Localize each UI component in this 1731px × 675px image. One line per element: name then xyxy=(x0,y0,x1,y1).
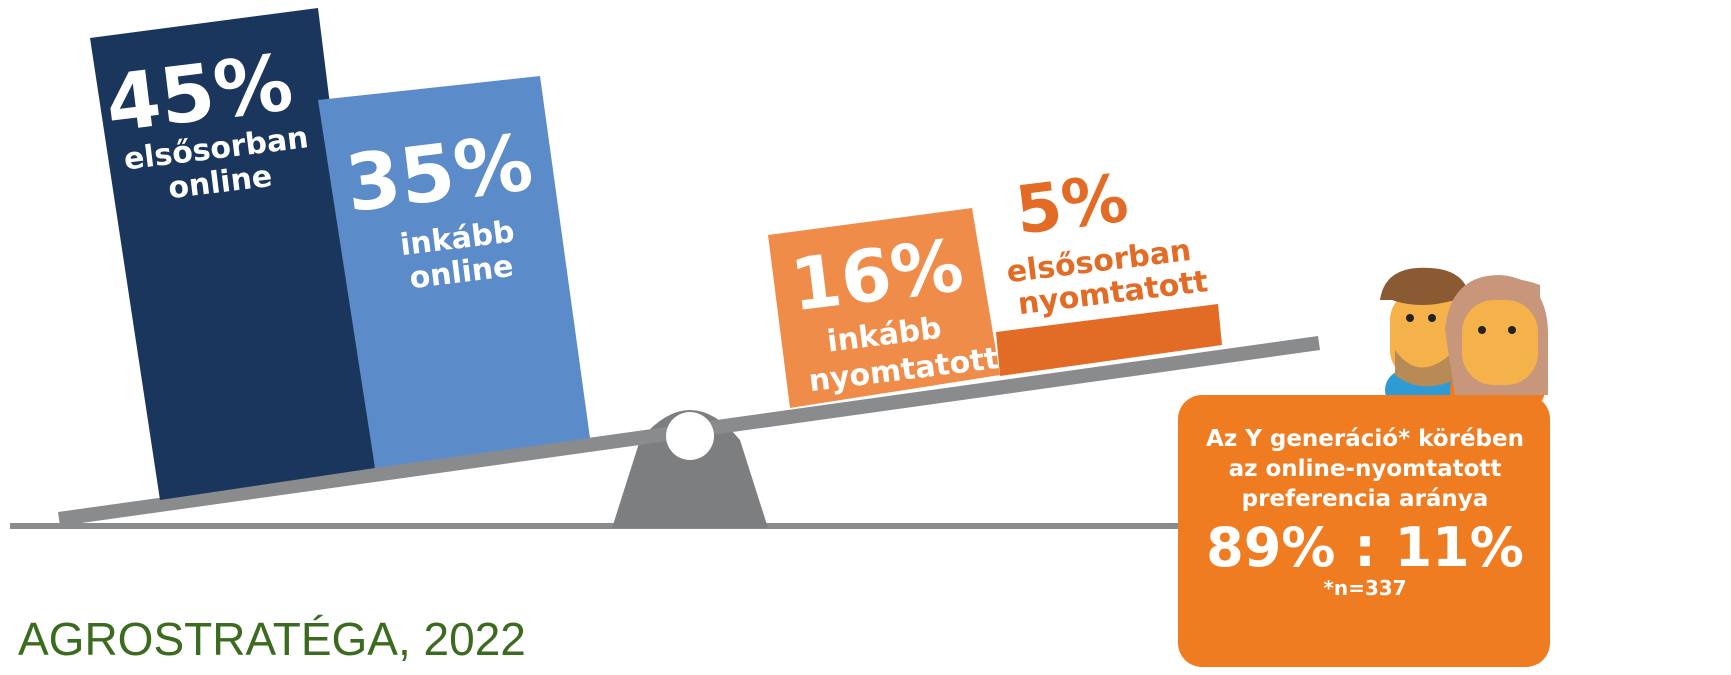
source: AGROSTRATÉGA, 2022 xyxy=(18,613,526,665)
summary-box xyxy=(1178,395,1550,667)
bar xyxy=(996,304,1222,376)
bar xyxy=(768,208,1000,408)
bar-value: 5% xyxy=(1011,159,1132,249)
box-ratio: 89% : 11% xyxy=(1206,516,1524,579)
box-note: *n=337 xyxy=(1323,576,1406,600)
bar xyxy=(90,8,375,500)
box-text: az online-nyomtatott xyxy=(1229,456,1502,482)
people-icon xyxy=(1380,267,1548,410)
fulcrum-hole xyxy=(666,412,714,460)
box-text: Az Y generáció* körében xyxy=(1206,426,1524,452)
box-text: preferencia aránya xyxy=(1242,486,1489,512)
ground xyxy=(10,523,1190,529)
bar xyxy=(318,76,590,468)
bar-value: 16% xyxy=(786,223,967,327)
